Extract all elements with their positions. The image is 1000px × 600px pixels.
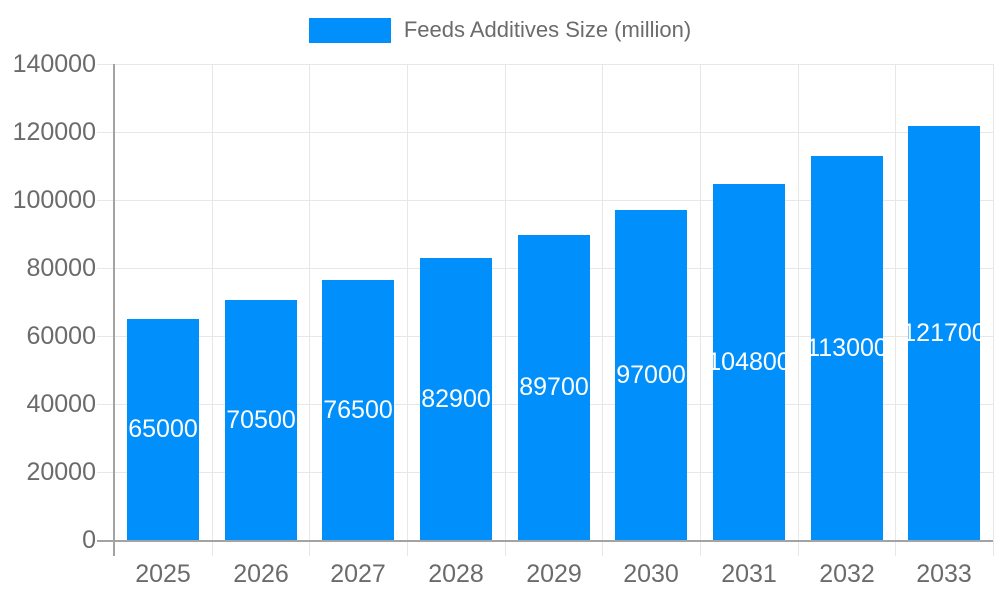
x-tick-label: 2026 <box>233 560 289 588</box>
y-axis-line <box>113 64 115 556</box>
bar: 121700 <box>908 126 980 540</box>
y-tick-mark <box>97 268 114 269</box>
bar-value-label: 104800 <box>713 347 785 376</box>
bar-value-label: 65000 <box>128 415 198 443</box>
x-gridline <box>309 64 310 540</box>
y-tick-label: 40000 <box>26 390 96 418</box>
x-tick-mark <box>407 540 408 556</box>
y-tick-mark <box>97 64 114 65</box>
y-tick-label: 140000 <box>12 50 96 78</box>
bar: 89700 <box>518 235 590 540</box>
x-tick-label: 2031 <box>721 560 777 588</box>
y-gridline <box>114 200 993 201</box>
bar-value-label: 82900 <box>421 384 491 413</box>
legend-label: Feeds Additives Size (million) <box>403 17 692 42</box>
bar-value-label: 97000 <box>616 360 686 389</box>
x-gridline <box>212 64 213 540</box>
y-tick-label: 80000 <box>26 254 96 282</box>
bar-value-label: 70500 <box>226 405 296 434</box>
x-tick-label: 2025 <box>135 560 191 588</box>
bar-value-label: 76500 <box>323 395 393 424</box>
bar: 104800 <box>713 184 785 540</box>
x-tick-mark <box>602 540 603 556</box>
y-tick-mark <box>97 200 114 201</box>
bar: 65000 <box>127 319 199 540</box>
bar: 97000 <box>615 210 687 540</box>
legend-swatch <box>308 17 391 43</box>
y-gridline <box>114 64 993 65</box>
y-tick-mark <box>97 472 114 473</box>
x-tick-label: 2030 <box>623 560 679 588</box>
x-tick-label: 2028 <box>428 560 484 588</box>
y-tick-mark <box>97 132 114 133</box>
bar: 113000 <box>811 156 883 540</box>
bar: 70500 <box>225 300 297 540</box>
bar-value-label: 113000 <box>811 333 883 362</box>
x-gridline <box>993 64 994 540</box>
y-tick-mark <box>97 336 114 337</box>
x-gridline <box>700 64 701 540</box>
x-tick-mark <box>700 540 701 556</box>
x-tick-mark <box>798 540 799 556</box>
legend-item[interactable]: Feeds Additives Size (million) <box>0 15 1000 45</box>
y-tick-label: 120000 <box>12 118 96 146</box>
x-tick-label: 2033 <box>916 560 972 588</box>
x-gridline <box>602 64 603 540</box>
bar-value-label: 89700 <box>519 373 589 401</box>
y-tick-label: 20000 <box>26 458 96 486</box>
y-tick-label: 100000 <box>12 186 96 214</box>
x-gridline <box>798 64 799 540</box>
x-tick-mark <box>505 540 506 556</box>
y-tick-label: 0 <box>82 526 96 554</box>
bar: 82900 <box>420 258 492 540</box>
y-gridline <box>114 132 993 133</box>
x-gridline <box>407 64 408 540</box>
x-tick-label: 2032 <box>819 560 875 588</box>
x-tick-mark <box>212 540 213 556</box>
x-tick-mark <box>993 540 994 556</box>
x-tick-mark <box>309 540 310 556</box>
x-gridline <box>895 64 896 540</box>
bar-value-label: 121700 <box>908 318 980 347</box>
x-tick-mark <box>895 540 896 556</box>
y-tick-mark <box>97 404 114 405</box>
x-gridline <box>505 64 506 540</box>
bar: 76500 <box>322 280 394 540</box>
x-tick-label: 2027 <box>330 560 386 588</box>
x-axis-line <box>97 540 993 542</box>
x-tick-label: 2029 <box>526 560 582 588</box>
y-tick-label: 60000 <box>26 322 96 350</box>
